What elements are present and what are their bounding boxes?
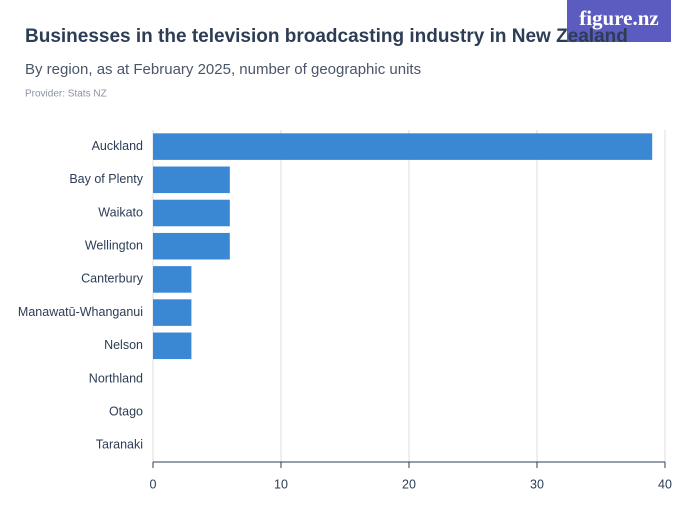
y-tick-label: Nelson (104, 338, 143, 352)
y-tick-label: Waikato (98, 205, 143, 219)
logo: figure.nz (579, 6, 659, 30)
x-tick-label: 30 (530, 477, 544, 491)
x-tick-label: 10 (274, 477, 288, 491)
logo-box (567, 0, 671, 42)
y-tick-label: Canterbury (81, 272, 144, 286)
bar (153, 133, 653, 160)
y-tick-label: Taranaki (96, 438, 143, 452)
x-tick-label: 20 (402, 477, 416, 491)
y-tick-label: Otago (109, 404, 143, 418)
x-tick-label: 40 (658, 477, 672, 491)
bar (153, 332, 192, 360)
chart-subtitle: By region, as at February 2025, number o… (25, 61, 421, 78)
bar (153, 299, 192, 326)
bar (153, 199, 230, 227)
y-tick-label: Northland (89, 371, 143, 385)
y-tick-label: Manawatū-Whanganui (18, 305, 143, 319)
y-tick-label: Wellington (85, 238, 143, 252)
bar (153, 166, 230, 194)
y-tick-label: Bay of Plenty (69, 172, 143, 186)
chart-title: Businesses in the television broadcastin… (25, 26, 628, 47)
bar (153, 266, 192, 293)
bar (153, 232, 230, 260)
provider: Provider: Stats NZ (25, 89, 107, 100)
y-tick-label: Auckland (92, 139, 143, 153)
x-tick-label: 0 (150, 477, 157, 491)
